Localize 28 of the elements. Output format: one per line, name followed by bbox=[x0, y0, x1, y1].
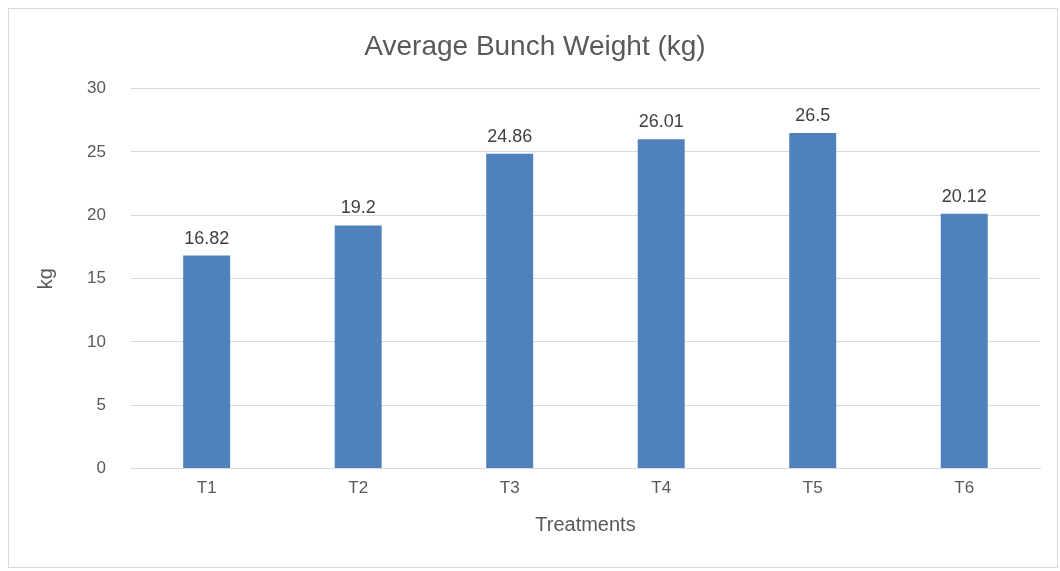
y-tick-label: 30 bbox=[86, 78, 106, 98]
chart-title: Average Bunch Weight (kg) bbox=[364, 29, 706, 61]
y-tick-label: 25 bbox=[86, 141, 106, 161]
bar bbox=[183, 255, 231, 469]
x-tick-label: T3 bbox=[499, 478, 520, 498]
data-label: 16.82 bbox=[184, 227, 230, 248]
data-label: 20.12 bbox=[941, 185, 987, 206]
y-tick-label: 5 bbox=[96, 394, 106, 414]
data-label: 26.01 bbox=[638, 111, 684, 132]
x-axis-title: Treatments bbox=[535, 512, 636, 535]
x-tick-label: T1 bbox=[196, 478, 217, 498]
y-axis-title: kg bbox=[33, 268, 56, 290]
bar bbox=[486, 153, 534, 469]
bar bbox=[637, 139, 685, 469]
x-tick-label: T6 bbox=[954, 478, 975, 498]
x-tick-label: T5 bbox=[802, 478, 823, 498]
data-label: 26.5 bbox=[795, 104, 831, 125]
y-tick-label: 0 bbox=[96, 458, 106, 478]
x-tick-label: T2 bbox=[348, 478, 369, 498]
data-label: 24.86 bbox=[487, 125, 533, 146]
data-label: 19.2 bbox=[340, 197, 376, 218]
bar bbox=[789, 132, 837, 469]
bar bbox=[334, 225, 382, 469]
y-tick-label: 10 bbox=[86, 331, 106, 351]
x-tick-label: T4 bbox=[651, 478, 672, 498]
y-tick-label: 15 bbox=[86, 268, 106, 288]
bar bbox=[940, 213, 988, 469]
y-tick-label: 20 bbox=[86, 204, 106, 224]
